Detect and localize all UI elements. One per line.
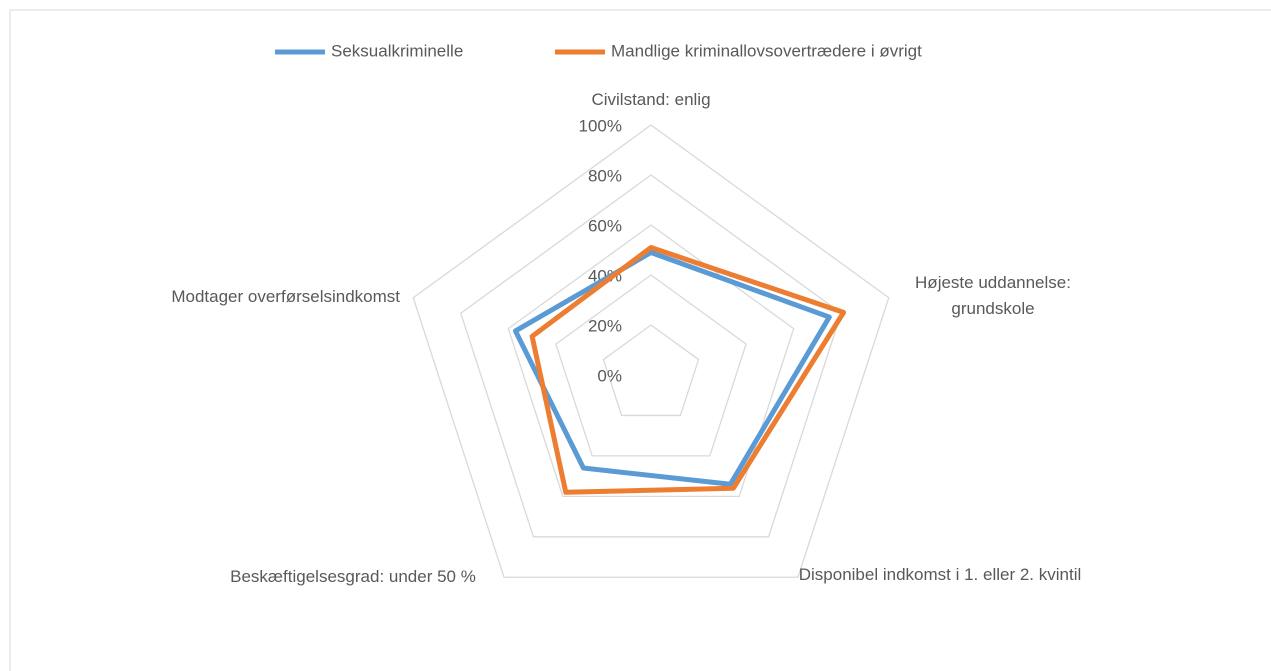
grid-ring <box>555 274 747 457</box>
grid-ring <box>460 174 842 538</box>
tick-label: 60% <box>588 216 622 235</box>
series-line <box>529 245 847 495</box>
spoke <box>651 298 889 375</box>
category-label: Disponibel indkomst i 1. eller 2. kvinti… <box>798 565 1082 584</box>
legend-label: Seksualkriminelle <box>331 41 463 60</box>
tick-label: 100% <box>579 116 622 135</box>
grid-ring <box>602 324 700 417</box>
grid-ring <box>507 224 795 498</box>
category-label: Modtager overførselsindkomst <box>171 287 400 306</box>
tick-label: 0% <box>597 366 622 385</box>
grid-ring <box>412 124 890 578</box>
category-label: Civilstand: enlig <box>591 90 711 109</box>
category-label: Højeste uddannelse: grundskole <box>915 273 1071 318</box>
chart-frame <box>9 9 1271 671</box>
legend-label: Mandlige kriminallovsovertrædere i øvrig… <box>611 41 922 60</box>
category-label: Beskæftigelsesgrad: under 50 % <box>230 567 476 586</box>
tick-label: 40% <box>588 266 622 285</box>
tick-label: 80% <box>588 166 622 185</box>
series-line <box>512 250 832 487</box>
spoke <box>504 375 651 577</box>
tick-label: 20% <box>588 316 622 335</box>
